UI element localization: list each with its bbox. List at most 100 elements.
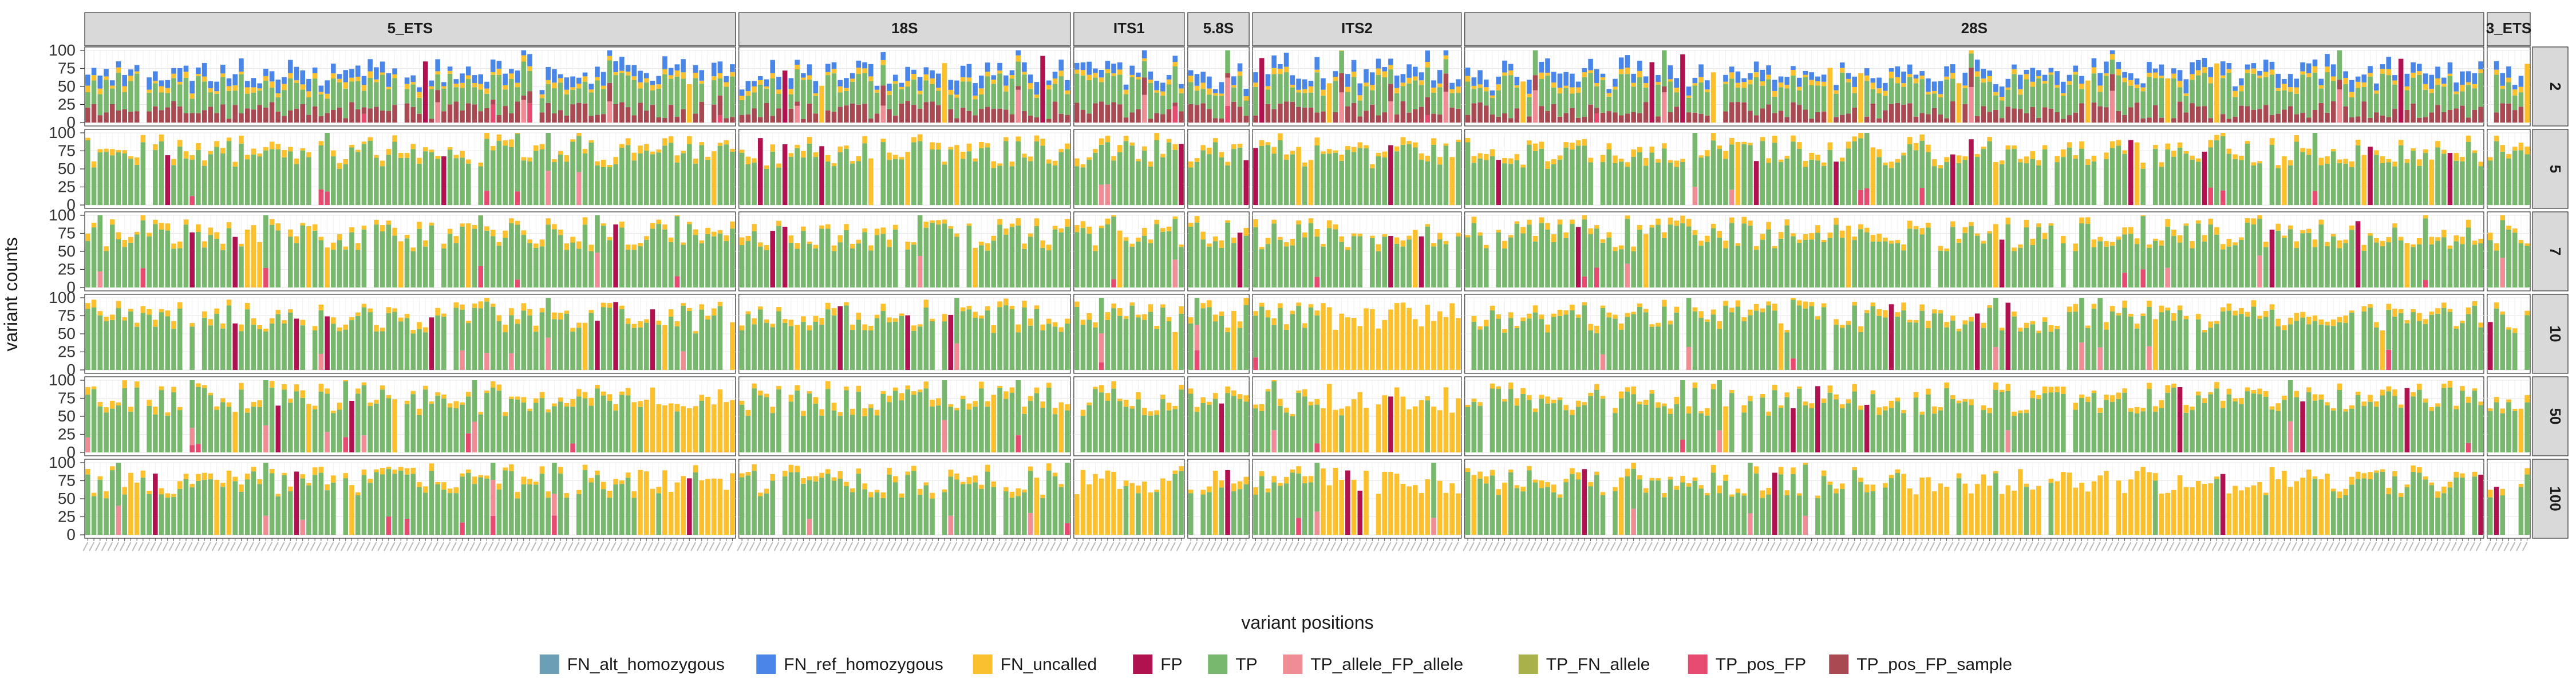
bar-segment-TP [764, 169, 769, 205]
bar-segment-FN_ref_homozygous [693, 65, 698, 73]
bar-segment-FN_uncalled [220, 73, 226, 77]
bar-segment-FN_uncalled [2153, 145, 2158, 149]
bar-segment-FN_uncalled [153, 144, 158, 150]
bar-segment-FN_ref_homozygous [997, 63, 1002, 70]
bar-segment-FN_uncalled [740, 238, 745, 245]
bar-segment-FN_uncalled [1784, 85, 1789, 88]
bar-segment-FN_uncalled [503, 231, 508, 238]
bar-segment-FN_uncalled [1290, 311, 1295, 314]
bar-segment-TP [776, 226, 781, 287]
bar-segment-FN_uncalled [270, 318, 275, 324]
bar-segment-FN_uncalled [1484, 154, 1489, 160]
bar-segment-TP [343, 164, 348, 205]
bar-segment-TP [552, 88, 557, 113]
bar-segment-TP [171, 165, 176, 205]
bar-segment-TP [1784, 226, 1789, 287]
bar-segment-FN_ref_homozygous [576, 78, 582, 84]
bar-segment-FN_uncalled [325, 247, 330, 287]
bar-segment-FN_uncalled [417, 322, 422, 329]
bar-segment-FN_uncalled [92, 75, 97, 80]
y-tick-label: 25 [58, 261, 76, 278]
bar-segment-FN_ref_homozygous [2128, 73, 2134, 80]
bar-segment-TP_pos_FP_sample [588, 116, 594, 123]
bar-segment-FN_uncalled [534, 145, 539, 151]
bar-segment-TP [2024, 79, 2029, 113]
bar-segment-TP [515, 87, 520, 101]
bar-segment-TP [1364, 86, 1369, 111]
bar-segment-TP [1449, 93, 1455, 108]
bar-segment-TP [1425, 161, 1430, 205]
bar-segment-TP_pos_FP_sample [1370, 105, 1375, 123]
bar-segment-TP [638, 153, 643, 205]
bar-segment-FN_uncalled [681, 72, 686, 78]
bar-segment-TP_pos_FP_sample [2042, 107, 2048, 123]
bar-segment-TP [601, 307, 606, 370]
bar-segment-TP [1358, 148, 1363, 205]
bar-segment-FN_uncalled [1401, 137, 1406, 144]
bar-segment-TP [1117, 316, 1123, 370]
bar-segment-FN_ref_homozygous [905, 67, 910, 81]
bar-segment-TP [1656, 225, 1661, 287]
bar-segment-TP [2006, 149, 2011, 205]
bar-segment-TP [687, 144, 692, 205]
bar-segment-TP [85, 309, 90, 370]
bar-segment-FN_uncalled [1975, 154, 1980, 157]
bar-segment-FN_uncalled [300, 148, 305, 151]
bar-segment-TP_pos_FP_sample [1852, 108, 1857, 123]
bar-segment-FN_uncalled [712, 309, 717, 316]
bar-segment-TP [740, 100, 745, 115]
bar-segment-TP [2282, 90, 2287, 110]
bar-segment-FN_uncalled [948, 90, 953, 95]
bar-segment-TP_pos_FP_sample [337, 108, 342, 123]
bar-segment-FN_ref_homozygous [2178, 70, 2183, 81]
bar-segment-TP [576, 88, 582, 102]
bar-segment-TP [2196, 223, 2201, 287]
bar-segment-TP_pos_FP_sample [2460, 106, 2465, 123]
bar-segment-TP [1643, 88, 1649, 102]
bar-segment-TP [1876, 242, 1882, 287]
bar-segment-FN_uncalled [1160, 92, 1165, 96]
bar-segment-TP [887, 95, 892, 109]
bar-segment-FN_uncalled [1321, 151, 1326, 153]
bar-segment-FN_uncalled [1803, 75, 1808, 77]
bar-segment-FN_uncalled [1944, 157, 1949, 162]
bar-segment-FN_uncalled [1723, 240, 1728, 248]
bar-segment-FN_uncalled [644, 78, 649, 83]
bar-segment-FN_uncalled [2257, 76, 2262, 78]
bar-segment-FN_uncalled [2085, 217, 2091, 224]
bar-segment-TP [718, 306, 723, 370]
bar-segment-TP [1711, 140, 1716, 205]
bar-segment-FN_uncalled [319, 237, 324, 240]
bar-segment-FN_ref_homozygous [2392, 75, 2397, 80]
bar-segment-FN_ref_homozygous [650, 81, 655, 85]
bar-segment-FN_uncalled [2018, 89, 2023, 95]
bar-segment-TP [1309, 307, 1314, 370]
bar-segment-TP [245, 309, 250, 370]
facet-strip-label: 5_ETS [388, 19, 433, 37]
bar-segment-TP [2073, 159, 2078, 205]
bar-segment-TP [948, 149, 953, 205]
bar-segment-TP_pos_FP_sample [1472, 103, 1477, 123]
bar-segment-TP_pos_FP_sample [2073, 113, 2078, 123]
bar-segment-FN_uncalled [1086, 157, 1092, 160]
bar-segment-FP [783, 70, 788, 123]
bar-segment-FN_uncalled [2380, 156, 2385, 163]
bar-segment-FN_uncalled [880, 227, 886, 234]
bar-segment-TP [1705, 242, 1710, 287]
bar-segment-FN_uncalled [1167, 80, 1172, 85]
bar-segment-FN_uncalled [472, 83, 477, 87]
bar-segment-FN_uncalled [2282, 235, 2287, 238]
bar-segment-FN_uncalled [1539, 141, 1544, 148]
bar-segment-TP [1563, 88, 1568, 113]
bar-segment-FN_uncalled [613, 157, 618, 164]
bar-segment-FN_uncalled [448, 71, 453, 74]
bar-segment-TP [1465, 82, 1471, 115]
bar-segment-TP_pos_FP_sample [2024, 113, 2029, 123]
bar-segment-FN_ref_homozygous [343, 70, 348, 82]
bar-segment-FN_uncalled [343, 82, 348, 89]
bar-segment-TP [515, 324, 520, 370]
bar-segment-TP_pos_FP_sample [1736, 102, 1741, 123]
bar-segment-TP [2368, 77, 2373, 118]
bar-segment-TP [1081, 76, 1086, 110]
bar-segment-TP_pos_FP_sample [1339, 73, 1344, 92]
